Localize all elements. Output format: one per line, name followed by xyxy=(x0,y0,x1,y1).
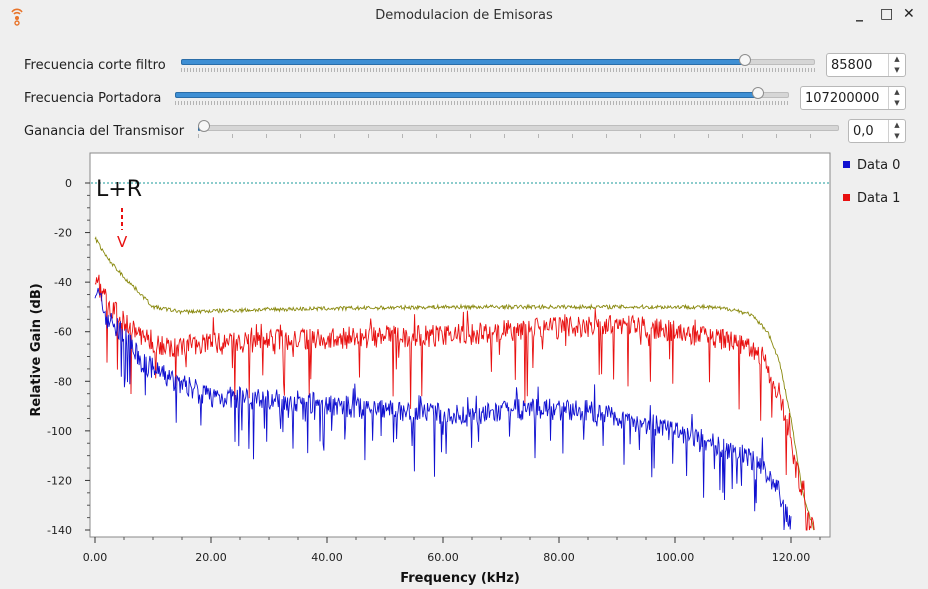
spin-arrows[interactable]: ▲ ▼ xyxy=(888,120,905,142)
series-line-1 xyxy=(94,274,815,531)
slider-handle[interactable] xyxy=(739,54,752,66)
axis-layer: 0 -20 -40 -60 -80 -100 -120 -140 0.00 20.00 40.00 6… xyxy=(47,177,821,564)
filter-cutoff-spinbox[interactable]: ▲ ▼ xyxy=(826,53,906,77)
control-row-filter-cutoff: Frecuencia corte filtro ▲ ▼ xyxy=(0,53,928,81)
title-bar: Demodulacion de Emisoras _ □ ✕ xyxy=(0,0,928,32)
series-layer xyxy=(94,236,815,531)
legend-swatch xyxy=(843,161,850,168)
carrier-frequency-input[interactable] xyxy=(801,87,891,109)
legend-swatch xyxy=(843,194,850,201)
x-tick-label: 60.00 xyxy=(427,551,459,564)
spin-arrows[interactable]: ▲ ▼ xyxy=(888,54,905,76)
slider-ticks xyxy=(181,68,815,72)
y-tick-label: -20 xyxy=(54,227,72,240)
annotation-arrow-head: V xyxy=(117,233,128,251)
carrier-frequency-spinbox[interactable]: ▲ ▼ xyxy=(800,86,906,110)
filter-cutoff-slider[interactable] xyxy=(181,54,815,75)
carrier-frequency-slider[interactable] xyxy=(175,87,789,108)
series-line-2 xyxy=(94,236,815,531)
plot-area[interactable] xyxy=(89,152,831,538)
x-tick-label: 0.00 xyxy=(83,551,108,564)
y-tick-label: -140 xyxy=(47,524,72,537)
legend-label: Data 0 xyxy=(857,158,901,173)
control-row-transmitter-gain: Ganancia del Transmisor ▲ ▼ xyxy=(0,119,928,147)
x-tick-label: 80.00 xyxy=(543,551,575,564)
slider-ticks xyxy=(198,134,839,138)
y-tick-label: -60 xyxy=(54,326,72,339)
control-row-carrier-frequency: Frecuencia Portadora ▲ ▼ xyxy=(0,86,928,114)
y-tick-label: -100 xyxy=(47,425,72,438)
x-axis-label: Frequency (kHz) xyxy=(400,571,520,586)
transmitter-gain-spinbox[interactable]: ▲ ▼ xyxy=(848,119,906,143)
x-tick-label: 20.00 xyxy=(195,551,227,564)
close-button[interactable]: ✕ xyxy=(903,6,915,22)
x-tick-label: 100.00 xyxy=(656,551,695,564)
slider-fill xyxy=(181,59,748,65)
spin-arrows[interactable]: ▲ ▼ xyxy=(888,87,905,109)
legend-label: Data 1 xyxy=(857,191,901,206)
y-tick-label: 0 xyxy=(65,177,72,190)
transmitter-gain-label: Ganancia del Transmisor xyxy=(24,124,185,139)
y-tick-label: -120 xyxy=(47,474,72,487)
maximize-button[interactable]: □ xyxy=(880,6,894,22)
slider-handle[interactable] xyxy=(198,120,210,132)
slider-handle[interactable] xyxy=(752,87,765,99)
slider-groove xyxy=(198,125,839,131)
carrier-frequency-label: Frecuencia Portadora xyxy=(24,91,162,106)
legend-item-data-1[interactable]: Data 1 xyxy=(843,191,900,206)
slider-fill xyxy=(175,92,761,98)
y-axis-label: Relative Gain (dB) xyxy=(29,283,44,416)
series-line-0 xyxy=(94,287,792,531)
annotation-lr: L+R xyxy=(96,177,142,202)
spin-down-icon[interactable]: ▼ xyxy=(894,99,900,107)
spin-up-icon[interactable]: ▲ xyxy=(894,88,900,96)
spin-down-icon[interactable]: ▼ xyxy=(894,132,900,140)
legend-item-data-0[interactable]: Data 0 xyxy=(843,158,900,173)
app-radio-icon xyxy=(11,8,23,26)
transmitter-gain-input[interactable] xyxy=(849,120,891,142)
transmitter-gain-slider[interactable] xyxy=(198,120,839,141)
spin-up-icon[interactable]: ▲ xyxy=(894,55,900,63)
x-tick-label: 120.00 xyxy=(772,551,811,564)
slider-ticks xyxy=(175,101,789,105)
filter-cutoff-label: Frecuencia corte filtro xyxy=(24,58,166,73)
minimize-button[interactable]: _ xyxy=(856,6,863,22)
filter-cutoff-input[interactable] xyxy=(827,54,891,76)
spin-up-icon[interactable]: ▲ xyxy=(894,121,900,129)
spin-down-icon[interactable]: ▼ xyxy=(894,66,900,74)
frequency-plot[interactable]: 0 -20 -40 -60 -80 -100 -120 -140 0.00 20.00 40.00 6… xyxy=(0,140,928,589)
x-tick-label: 40.00 xyxy=(311,551,343,564)
y-tick-label: -40 xyxy=(54,276,72,289)
window-title: Demodulacion de Emisoras xyxy=(375,8,553,23)
y-tick-label: -80 xyxy=(54,375,72,388)
